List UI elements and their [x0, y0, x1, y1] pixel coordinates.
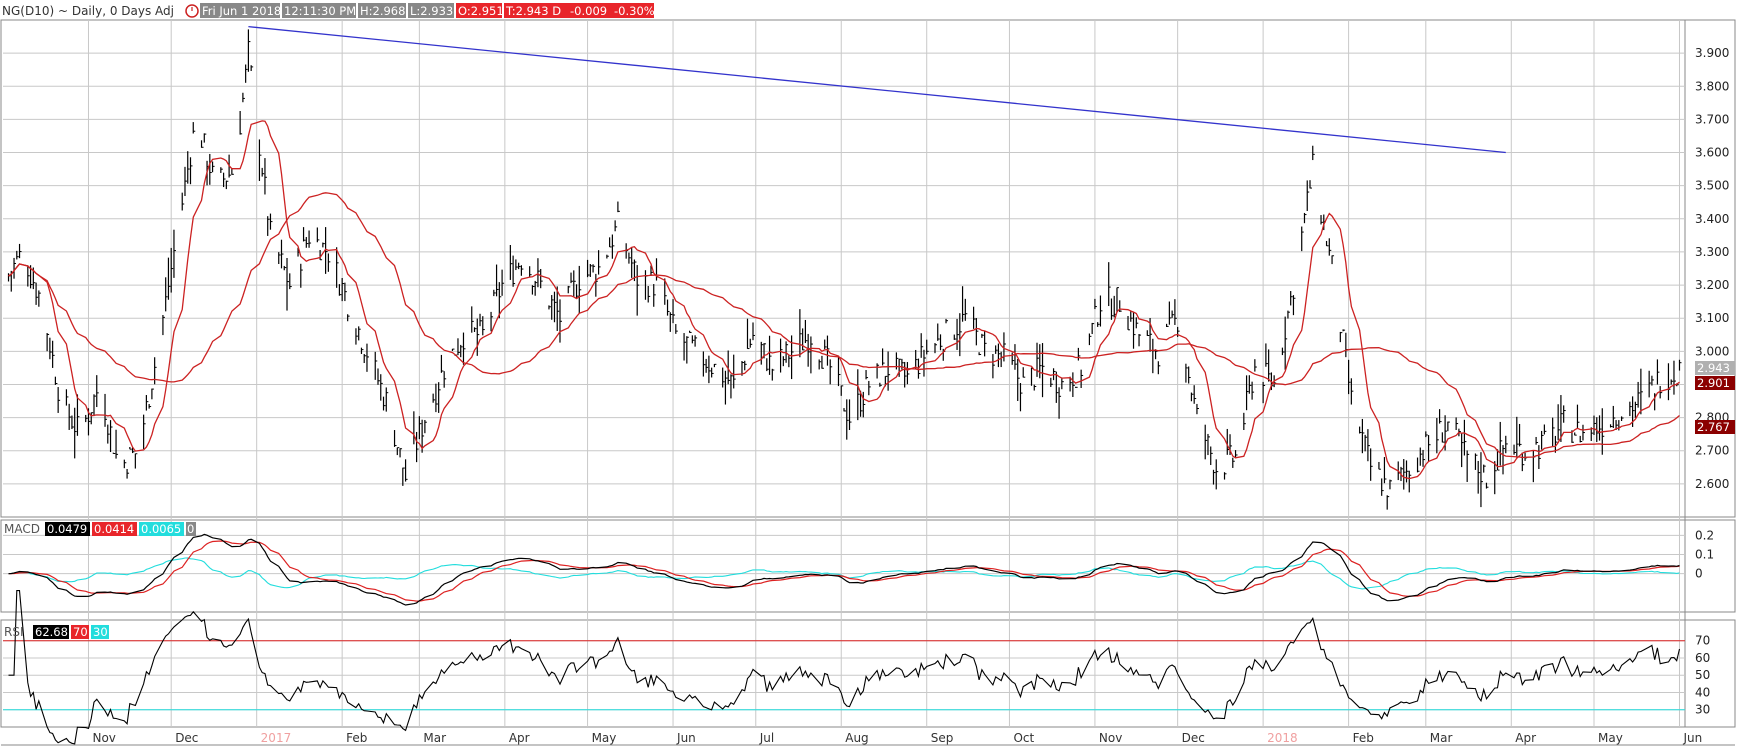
hist-value-box: [139, 522, 184, 536]
rsi-lower-value: 30: [93, 625, 108, 639]
rsi-tick-label: 30: [1695, 703, 1710, 717]
time-text: 12:11:30 PM: [284, 4, 356, 18]
rsi-line: [8, 590, 1681, 745]
x-tick-label: Apr: [509, 731, 530, 745]
x-tick-label: Sep: [931, 731, 954, 745]
x-tick-label: Dec: [175, 731, 198, 745]
rsi-series: [3, 590, 1685, 745]
macd-tick-label: 0.2: [1695, 528, 1714, 542]
x-tick-label: Mar: [423, 731, 446, 745]
x-tick-label: Nov: [1099, 731, 1122, 745]
price-tick-label: 3.700: [1695, 112, 1729, 126]
x-tick-label: Dec: [1182, 731, 1205, 745]
macd-value: 0.0479: [47, 522, 87, 536]
price-tick-label: 3.000: [1695, 344, 1729, 358]
price-tick-label: 3.900: [1695, 46, 1729, 60]
time-box: [282, 3, 356, 18]
zero-value-box: [186, 522, 196, 536]
ma-long-label: 2.767: [1697, 420, 1730, 434]
current-price-box: [1695, 361, 1735, 375]
open-box: [456, 3, 502, 18]
high-text: H:2.968: [360, 4, 405, 18]
x-tick-label: 2017: [261, 731, 292, 745]
x-tick-label: Apr: [1515, 731, 1536, 745]
last-box: [504, 3, 654, 18]
x-tick-label: Aug: [845, 731, 868, 745]
low-box: [408, 3, 454, 18]
rsi-tick-label: 70: [1695, 634, 1710, 648]
ma-short-label: 2.901: [1697, 376, 1730, 390]
x-tick-label: Jun: [676, 731, 696, 745]
rsi-upper-box: [71, 625, 89, 639]
macd-signal-line: [8, 540, 1680, 602]
price-labels: 2.943 2.901 2.767: [1695, 361, 1735, 434]
current-price-label: 2.943: [1697, 361, 1730, 375]
last-text: T:2.943 D: [505, 4, 561, 18]
macd-line: [8, 533, 1680, 606]
rsi-label: RSI: [4, 625, 24, 639]
macd-tick-label: 0: [1695, 567, 1703, 581]
change-text: -0.009: [570, 4, 607, 18]
rsi-lower-box: [91, 625, 109, 639]
x-tick-label: Jun: [1682, 731, 1702, 745]
x-tick-label: Nov: [92, 731, 115, 745]
header-bar: NG(D10) ~ Daily, 0 Days Adj Fri Jun 1 20…: [2, 3, 655, 18]
short-moving-average-line: [8, 120, 1680, 480]
macd-value-box: [45, 522, 90, 536]
macd-legend: MACD 0.0479 0.0414 0.0065 0: [4, 522, 196, 536]
ma-short-box: [1695, 376, 1735, 390]
price-tick-label: 3.500: [1695, 179, 1729, 193]
macd-label: MACD: [4, 522, 40, 536]
price-tick-label: 3.200: [1695, 278, 1729, 292]
rsi-tick-label: 40: [1695, 685, 1710, 699]
x-tick-label: Oct: [1013, 731, 1034, 745]
rsi-upper-value: 70: [73, 625, 88, 639]
low-text: L:2.933: [410, 4, 453, 18]
signal-value-box: [92, 522, 137, 536]
macd-tick-label: 0.1: [1695, 548, 1714, 562]
resistance-trendline: [248, 25, 1506, 154]
price-tick-label: 2.700: [1695, 444, 1729, 458]
high-box: [358, 3, 406, 18]
x-tick-label: May: [592, 731, 617, 745]
x-tick-label: Jul: [759, 731, 774, 745]
rsi-tick-label: 50: [1695, 668, 1710, 682]
rsi-value: 62.68: [35, 625, 68, 639]
price-tick-label: 3.100: [1695, 311, 1729, 325]
date-text: Fri Jun 1 2018: [202, 4, 281, 18]
x-tick-label: Feb: [1353, 731, 1374, 745]
rsi-legend: RSI 62.68 70 30: [4, 625, 109, 639]
clock-icon: [185, 4, 199, 18]
price-tick-label: 2.600: [1695, 477, 1729, 491]
price-series: [7, 25, 1682, 510]
price-tick-label: 3.300: [1695, 245, 1729, 259]
date-box: [200, 3, 280, 18]
axes: Nov Dec 2017 Feb Mar Apr May Jun Jul Aug Sep Oct Nov…: [92, 46, 1729, 745]
rsi-value-box: [33, 625, 69, 639]
rsi-panel-frame: [0, 619, 1736, 728]
hist-value: 0.0065: [141, 522, 181, 536]
x-tick-label: 2018: [1267, 731, 1298, 745]
x-tick-label: May: [1598, 731, 1623, 745]
open-text: O:2.951: [458, 4, 504, 18]
grid-lines: [0, 19, 1736, 746]
price-tick-label: 3.400: [1695, 212, 1729, 226]
zero-value: 0: [187, 522, 194, 536]
ma-long-box: [1695, 420, 1735, 434]
macd-series: [8, 533, 1680, 606]
signal-value: 0.0414: [94, 522, 134, 536]
price-tick-label: 3.800: [1695, 79, 1729, 93]
macd-panel-frame: [0, 519, 1736, 613]
change-pct-text: -0.30%: [614, 4, 655, 18]
x-tick-label: Mar: [1430, 731, 1453, 745]
price-tick-label: 3.600: [1695, 146, 1729, 160]
price-panel-frame: [0, 19, 1736, 518]
x-tick-label: Feb: [346, 731, 367, 745]
symbol-label: NG(D10) ~ Daily, 0 Days Adj: [2, 4, 174, 18]
long-moving-average-line: [8, 192, 1680, 459]
rsi-tick-label: 60: [1695, 651, 1710, 665]
